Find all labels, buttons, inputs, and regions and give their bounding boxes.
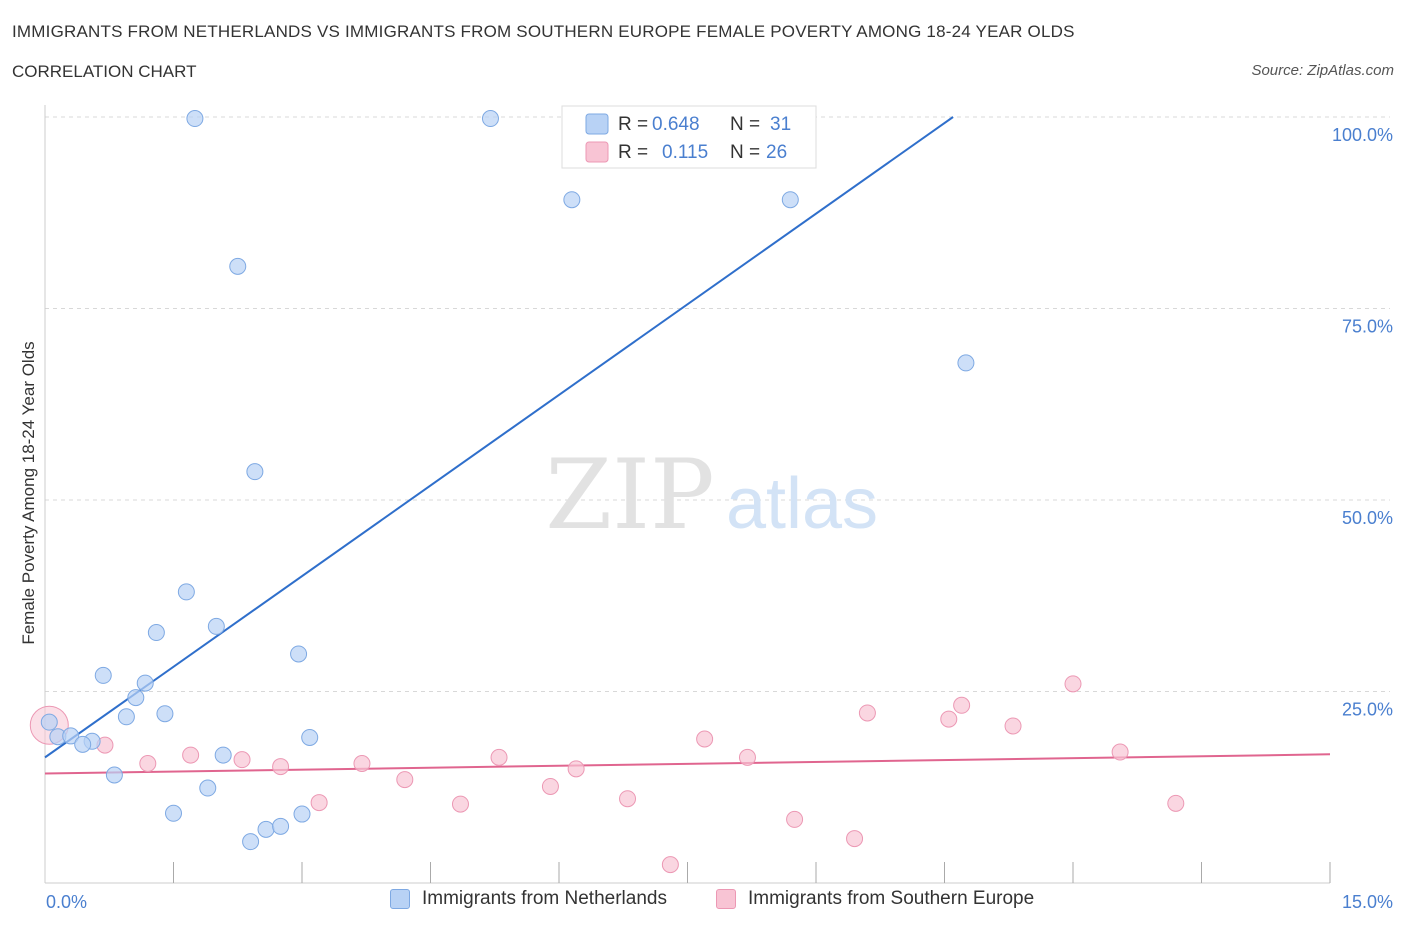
- y-tick-label: 75.0%: [1342, 317, 1393, 337]
- data-point-southern-europe: [396, 771, 414, 789]
- data-point-southern-europe: [619, 790, 637, 808]
- data-point-netherlands: [199, 779, 217, 797]
- data-point-netherlands: [147, 624, 165, 642]
- data-point-netherlands: [94, 666, 112, 684]
- stats-n-label-pink: N =: [730, 142, 760, 163]
- data-point-netherlands: [40, 713, 58, 731]
- data-point-southern-europe: [786, 810, 804, 828]
- grid: [45, 116, 1390, 692]
- data-point-netherlands: [293, 805, 311, 823]
- data-point-netherlands: [242, 833, 260, 851]
- data-point-southern-europe: [661, 856, 679, 874]
- data-point-netherlands: [229, 257, 247, 275]
- data-point-netherlands: [272, 817, 290, 835]
- legend-label-southern-europe: Immigrants from Southern Europe: [748, 888, 1035, 909]
- data-point-southern-europe: [541, 777, 559, 795]
- data-point-netherlands: [74, 735, 92, 753]
- data-point-netherlands: [207, 617, 225, 635]
- data-point-southern-europe: [696, 730, 714, 748]
- data-point-netherlands: [105, 766, 123, 784]
- chart-title: IMMIGRANTS FROM NETHERLANDS VS IMMIGRANT…: [12, 22, 1075, 41]
- data-point-netherlands: [290, 645, 308, 663]
- data-point-southern-europe: [182, 746, 200, 764]
- axes: [44, 105, 1331, 884]
- data-point-netherlands: [136, 674, 154, 692]
- y-tick-label: 25.0%: [1342, 700, 1393, 720]
- data-point-netherlands: [563, 191, 581, 209]
- data-point-netherlands: [481, 110, 499, 128]
- source-label: Source: ZipAtlas.com: [1251, 62, 1394, 79]
- watermark-atlas: atlas: [726, 464, 878, 544]
- chart-subtitle: CORRELATION CHART: [12, 62, 197, 81]
- data-point-netherlands: [781, 191, 799, 209]
- y-tick-label: 100.0%: [1332, 125, 1393, 145]
- data-point-netherlands: [62, 727, 80, 745]
- data-point-netherlands: [257, 820, 275, 838]
- data-point-southern-europe: [1167, 794, 1185, 812]
- legend-swatch-blue: [390, 889, 410, 909]
- data-point-southern-europe: [953, 696, 971, 714]
- data-point-netherlands: [127, 689, 145, 707]
- stats-n-value-blue: 31: [770, 114, 791, 135]
- stats-n-label-blue: N =: [730, 114, 760, 135]
- x-tick-label-min: 0.0%: [46, 892, 87, 912]
- data-point-southern-europe: [846, 830, 864, 848]
- data-point-southern-europe: [567, 760, 585, 778]
- data-point-netherlands: [301, 728, 319, 746]
- data-point-netherlands: [186, 110, 204, 128]
- data-point-southern-europe: [1004, 717, 1022, 735]
- data-point-southern-europe: [310, 794, 328, 812]
- stats-legend-swatch-blue: [585, 113, 609, 135]
- data-point-netherlands: [177, 583, 195, 601]
- data-point-southern-europe: [139, 755, 157, 773]
- data-point-southern-europe: [272, 758, 290, 776]
- data-point-netherlands: [246, 463, 264, 481]
- data-point-southern-europe: [1111, 743, 1129, 761]
- tick-labels: 25.0% 50.0% 75.0% 100.0% 0.0% 15.0%: [46, 125, 1393, 912]
- stats-legend-swatch-pink: [585, 141, 609, 163]
- data-point-southern-europe: [738, 748, 756, 766]
- stats-legend: R = 0.648 N = 31 R = 0.115 N = 26: [561, 105, 817, 169]
- data-point-southern-europe: [490, 748, 508, 766]
- data-points: [29, 110, 1185, 874]
- stats-r-label-blue: R =: [618, 114, 648, 135]
- legend-swatch-pink: [716, 889, 736, 909]
- data-point-southern-europe: [940, 710, 958, 728]
- stats-r-value-pink: 0.115: [662, 142, 708, 163]
- watermark-zip: ZIP: [545, 439, 714, 551]
- data-point-southern-europe: [353, 755, 371, 773]
- x-tick-label-max: 15.0%: [1342, 892, 1393, 912]
- series-legend: Immigrants from Netherlands Immigrants f…: [0, 888, 1406, 918]
- data-point-netherlands: [957, 354, 975, 372]
- data-point-netherlands: [165, 804, 182, 822]
- y-tick-label: 50.0%: [1342, 508, 1393, 528]
- legend-item-southern-europe: Immigrants from Southern Europe: [716, 888, 1034, 910]
- data-point-southern-europe: [1064, 675, 1082, 693]
- legend-label-netherlands: Immigrants from Netherlands: [422, 888, 667, 909]
- data-point-netherlands: [214, 746, 232, 764]
- trend-line-netherlands: [44, 116, 954, 759]
- watermark: ZIP atlas: [545, 439, 878, 551]
- stats-n-value-pink: 26: [766, 142, 787, 163]
- stats-r-label-pink: R =: [618, 142, 648, 163]
- data-point-southern-europe: [858, 704, 876, 722]
- data-point-netherlands: [156, 705, 174, 723]
- legend-item-netherlands: Immigrants from Netherlands: [390, 888, 667, 910]
- stats-r-value-blue: 0.648: [652, 114, 700, 135]
- data-point-southern-europe: [451, 795, 469, 813]
- data-point-netherlands: [117, 708, 135, 726]
- data-point-southern-europe: [233, 751, 251, 769]
- y-axis-label: Female Poverty Among 18-24 Year Olds: [19, 341, 38, 644]
